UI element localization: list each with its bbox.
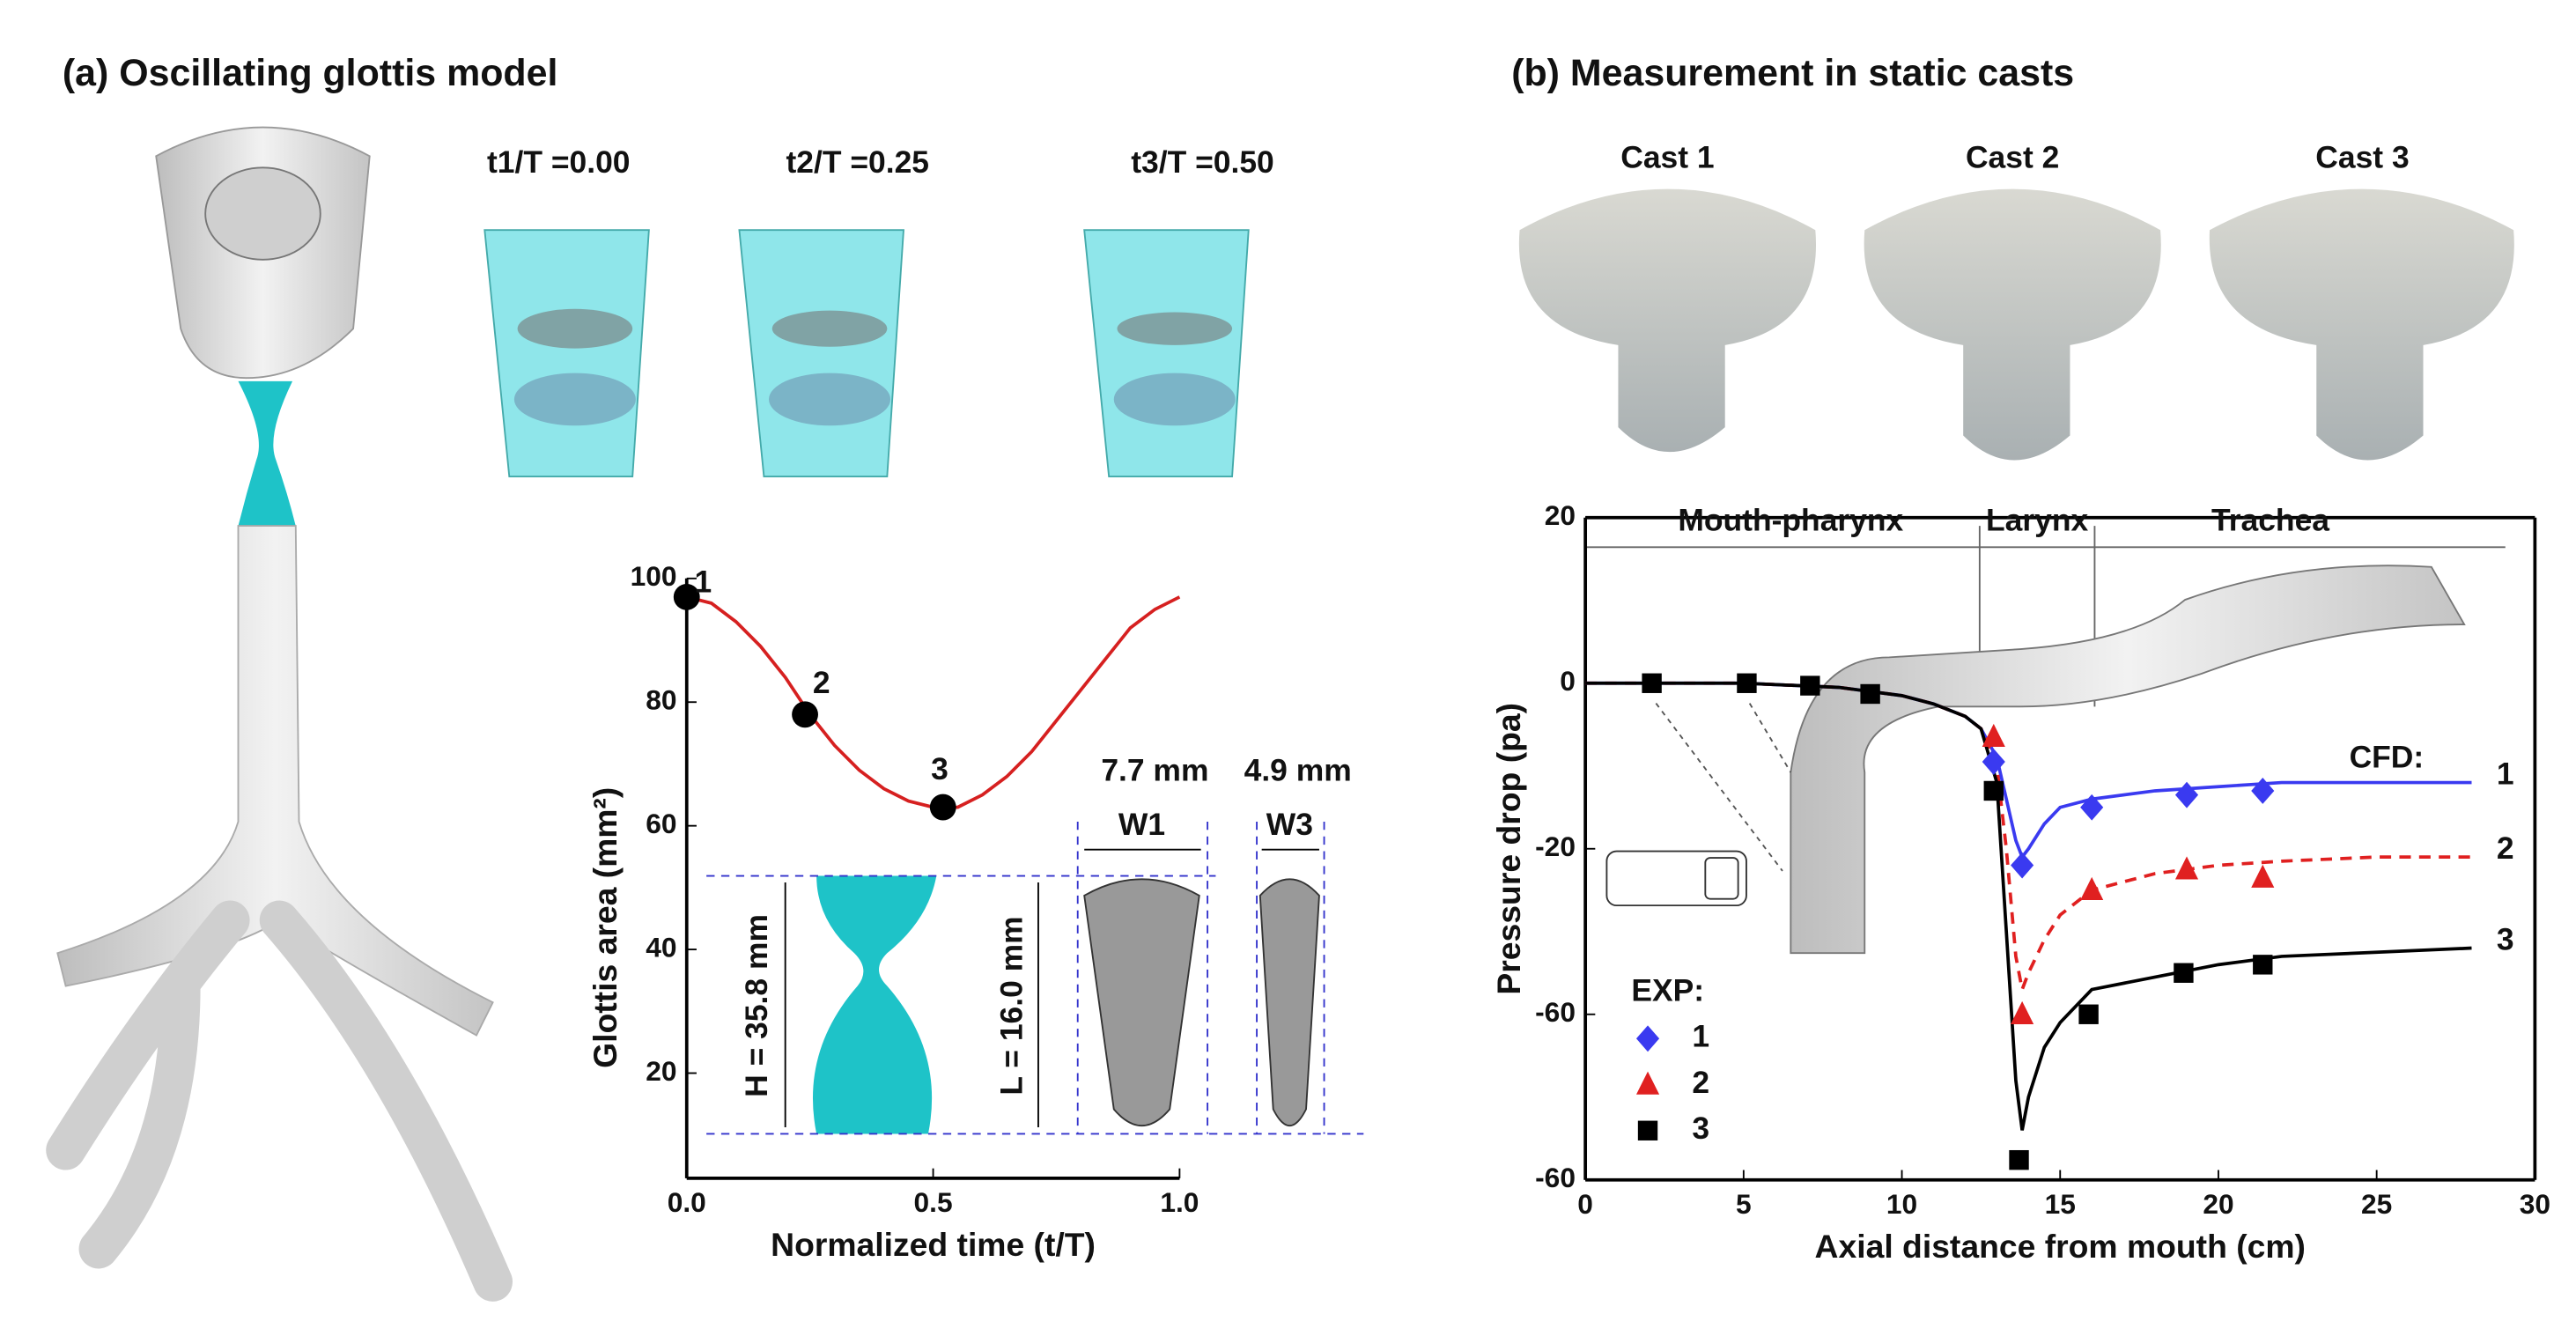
- y-tick-label: -60: [1535, 996, 1576, 1028]
- x-tick-label: 5: [1736, 1188, 1752, 1220]
- region-label: Larynx: [1986, 503, 2088, 538]
- marker: [2174, 781, 2199, 808]
- marker: [2078, 1004, 2099, 1024]
- x-tick-label: 25: [2361, 1188, 2392, 1220]
- x-tick-label: 10: [1886, 1188, 1917, 1220]
- point: [929, 793, 956, 821]
- y-tick-label: -20: [1535, 830, 1576, 862]
- chart-b-overlays: [1585, 526, 2506, 955]
- y-axis-label: Pressure drop (pa): [1490, 703, 1527, 995]
- annotation: 4.9 mm: [1244, 752, 1352, 787]
- y-tick-label: 20: [1545, 499, 1576, 531]
- marker: [2011, 852, 2034, 879]
- y-tick-label: -60: [1535, 1162, 1576, 1193]
- legend-marker: [1635, 1071, 1660, 1095]
- series-label: 3: [2497, 921, 2514, 956]
- y-axis-label: Glottis area (mm²): [587, 787, 624, 1068]
- marker: [2080, 793, 2104, 821]
- marker: [2080, 876, 2104, 900]
- legend-title: EXP:: [1631, 972, 1704, 1008]
- y-tick-label: 80: [646, 684, 676, 716]
- marker: [1642, 673, 1662, 693]
- x-axis-label: Axial distance from mouth (cm): [1815, 1228, 2306, 1265]
- x-tick-label: 0.0: [668, 1186, 706, 1218]
- marker: [1983, 780, 2004, 801]
- marker: [1800, 675, 1820, 696]
- x-tick-label: 30: [2520, 1188, 2550, 1220]
- y-tick-label: 20: [646, 1055, 676, 1087]
- glottis-insets: [706, 821, 1364, 1135]
- marker: [1982, 723, 2005, 748]
- marker: [2011, 1000, 2034, 1024]
- point-label: 3: [931, 751, 948, 786]
- frame-label: t1/T =0.00: [487, 144, 630, 180]
- marker: [1737, 673, 1757, 693]
- line: [1585, 681, 2472, 860]
- marker: [1982, 749, 2005, 775]
- frame-label: t2/T =0.25: [786, 144, 929, 180]
- marker: [1860, 683, 1880, 705]
- x-tick-label: 20: [2203, 1188, 2233, 1220]
- point: [673, 583, 700, 610]
- series-label: 2: [2497, 830, 2514, 866]
- panel-title: (a) Oscillating glottis model: [63, 52, 558, 94]
- glottis-frames: [399, 194, 1250, 478]
- frame-label: t3/T =0.50: [1131, 144, 1273, 180]
- marker: [2174, 963, 2194, 983]
- legend-marker: [1635, 1025, 1660, 1052]
- point-label: 2: [813, 665, 830, 700]
- point: [792, 701, 818, 728]
- x-tick-label: 1.0: [1160, 1186, 1199, 1218]
- annotation: L = 16.0 mm: [993, 916, 1029, 1095]
- x-tick-label: 0.5: [914, 1186, 953, 1218]
- annotation: W3: [1266, 807, 1313, 842]
- line: [1585, 681, 2472, 1131]
- airway-model: [46, 126, 513, 1302]
- y-tick-label: 60: [646, 808, 676, 839]
- x-axis-label: Normalized time (t/T): [771, 1226, 1096, 1263]
- region-label: Mouth-pharynx: [1678, 503, 1903, 538]
- series-label: 1: [2497, 756, 2514, 791]
- x-tick-label: 0: [1577, 1188, 1593, 1220]
- legend-label: 3: [1692, 1111, 1709, 1146]
- line: [1585, 681, 2472, 996]
- cast-label: Cast 1: [1620, 139, 1714, 174]
- y-tick-label: 0: [1560, 665, 1576, 697]
- legend-label: 2: [1692, 1065, 1709, 1100]
- legend-title: CFD:: [2350, 739, 2425, 774]
- cast-label: Cast 2: [1966, 139, 2059, 174]
- panel-title: (b) Measurement in static casts: [1511, 52, 2074, 94]
- marker: [2174, 856, 2199, 880]
- y-tick-label: 100: [631, 560, 677, 592]
- marker: [2251, 864, 2275, 888]
- marker: [2253, 955, 2273, 975]
- legend-label: 1: [1692, 1019, 1709, 1054]
- point-label: 1: [695, 564, 712, 599]
- annotation: 7.7 mm: [1101, 752, 1208, 787]
- annotation: W1: [1118, 807, 1165, 842]
- legend-marker: [1637, 1120, 1658, 1140]
- cast-label: Cast 3: [2315, 139, 2409, 174]
- y-tick-label: 40: [646, 931, 676, 963]
- cast-photos: [1518, 188, 2514, 461]
- annotation: H = 35.8 mm: [739, 914, 774, 1097]
- marker: [2009, 1149, 2029, 1170]
- region-label: Trachea: [2211, 503, 2329, 538]
- x-tick-label: 15: [2045, 1188, 2076, 1220]
